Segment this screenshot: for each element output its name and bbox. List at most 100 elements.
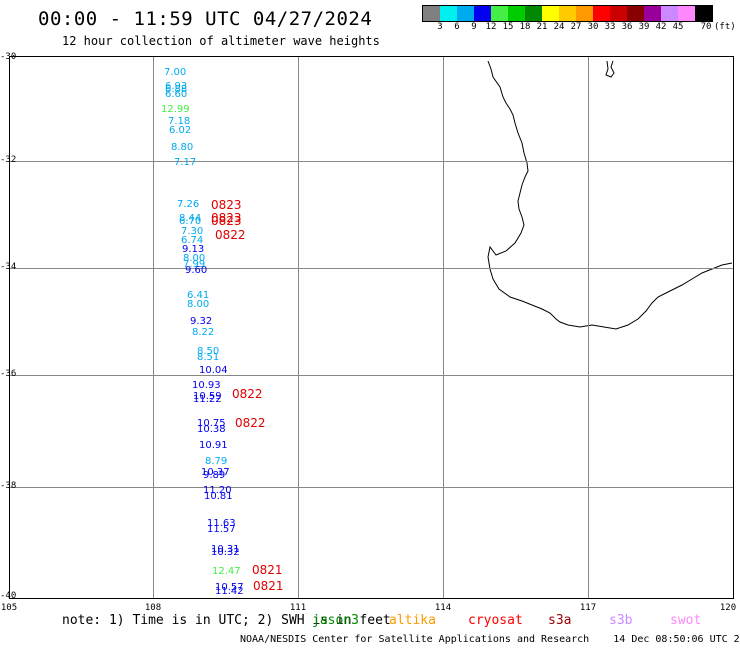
legend-item-jason3: jason3	[312, 613, 359, 628]
scale-swatch	[508, 6, 525, 21]
legend-item-s3b: s3b	[609, 613, 633, 628]
pass-time-label: 0821	[252, 563, 283, 577]
wave-height-value: 10.93	[192, 380, 221, 391]
scale-tick-label: 27	[570, 22, 582, 32]
wave-height-value: 6.60	[165, 89, 188, 100]
pass-time-label: 0823	[211, 214, 242, 228]
parallel-line	[10, 268, 733, 269]
scale-swatch	[491, 6, 508, 21]
legend-item-swot: swot	[670, 613, 702, 628]
wave-height-value: 9.60	[185, 265, 208, 276]
longitude-label: 105	[0, 603, 18, 613]
wave-height-value: 10.91	[199, 440, 228, 451]
wave-height-value: 8.22	[192, 327, 215, 338]
wave-height-value: 8.00	[183, 253, 206, 264]
legend-item-altika: altika	[389, 613, 436, 628]
longitude-label: 114	[434, 603, 452, 613]
parallel-line	[10, 375, 733, 376]
legend-item-s3a: s3a	[548, 613, 572, 628]
coastline-svg	[487, 60, 733, 330]
scale-swatch	[644, 6, 661, 21]
latitude-label: -40	[0, 591, 17, 601]
wave-height-value: 6.70	[179, 216, 202, 227]
scale-tick-label: 24	[553, 22, 565, 32]
scale-swatch	[423, 6, 440, 21]
wave-height-value: 7.17	[174, 157, 197, 168]
scale-tick-label: 15	[502, 22, 514, 32]
scale-swatch	[695, 6, 712, 21]
legend-item-cryosat: cryosat	[468, 613, 523, 628]
latitude-label: -38	[0, 481, 17, 491]
wave-height-value: 10.81	[204, 491, 233, 502]
credit-line: NOAA/NESDIS Center for Satellite Applica…	[240, 634, 740, 645]
meridian-line	[588, 57, 589, 598]
scale-tick-label: 12	[485, 22, 497, 32]
wave-height-value: 6.41	[187, 290, 210, 301]
wave-height-value: 9.13	[182, 244, 205, 255]
longitude-label: 120	[719, 603, 737, 613]
map-frame: 7.00 6.93 6.88 6.60 12.99 7.18 6.02 8.80 7.17 7.2…	[9, 56, 734, 599]
wave-height-value: 6.74	[181, 235, 204, 246]
wave-height-value: 6.88	[165, 84, 188, 95]
wave-height-value: 9.32	[190, 316, 213, 327]
wave-height-value: 10.32	[211, 547, 240, 558]
wave-height-value: 10.37	[201, 467, 230, 478]
scale-swatch	[678, 6, 695, 21]
wave-height-value: 10.38	[197, 424, 226, 435]
wave-height-value: 10.57	[215, 582, 244, 593]
pass-time-label: 0822	[232, 387, 263, 401]
scale-swatch	[593, 6, 610, 21]
map-title: 00:00 - 11:59 UTC 04/27/2024	[38, 8, 373, 30]
scale-swatch	[661, 6, 678, 21]
wave-height-value: 10.04	[199, 365, 228, 376]
note-text: note: 1) Time is in UTC; 2) SWH is in fe…	[62, 613, 391, 628]
scale-tick-label: 9	[471, 22, 477, 32]
scale-tick-label: 42	[655, 22, 667, 32]
longitude-label: 111	[289, 603, 307, 613]
parallel-line	[10, 487, 733, 488]
wave-height-value: 8.80	[171, 142, 194, 153]
wave-height-value: 7.18	[168, 116, 191, 127]
latitude-label: -32	[0, 155, 17, 165]
color-scale-unit: (ft)	[714, 22, 736, 32]
wave-height-value: 11.63	[207, 518, 236, 529]
scale-tick-label: 39	[638, 22, 650, 32]
meridian-line	[443, 57, 444, 598]
wave-height-value: 8.51	[197, 352, 220, 363]
latitude-label: -30	[0, 52, 17, 62]
meridian-line	[153, 57, 154, 598]
scale-swatch	[559, 6, 576, 21]
scale-swatch	[610, 6, 627, 21]
wave-height-value: 9.89	[203, 470, 226, 481]
parallel-line	[10, 161, 733, 162]
pass-time-label: 0821	[253, 579, 284, 593]
color-scale-bar	[422, 5, 713, 22]
longitude-label: 117	[579, 603, 597, 613]
australia-coastline	[487, 60, 733, 330]
map-subtitle: 12 hour collection of altimeter wave hei…	[62, 34, 380, 48]
scale-tick-label: 30	[587, 22, 599, 32]
meridian-line	[298, 57, 299, 598]
scale-tick-label: 45	[672, 22, 684, 32]
wave-height-value: 7.26	[177, 199, 200, 210]
wave-height-value: 10.59	[193, 391, 222, 402]
scale-tick-label: 36	[621, 22, 633, 32]
wave-height-value: 6.02	[169, 125, 192, 136]
wave-height-value: 7.00	[164, 67, 187, 78]
wave-height-value: 8.50	[197, 346, 220, 357]
pass-time-label: 0823	[211, 211, 242, 225]
wave-height-value: 10.31	[211, 544, 240, 555]
wave-height-value: 12.99	[161, 104, 190, 115]
latitude-label: -34	[0, 262, 17, 272]
scale-tick-label: 70	[700, 22, 712, 32]
wave-height-value: 7.30	[181, 226, 204, 237]
scale-swatch	[457, 6, 474, 21]
scale-swatch	[627, 6, 644, 21]
scale-swatch	[440, 6, 457, 21]
scale-tick-label: 33	[604, 22, 616, 32]
scale-tick-label: 18	[519, 22, 531, 32]
scale-swatch	[525, 6, 542, 21]
wave-height-value: 8.79	[205, 456, 228, 467]
wave-height-value: 6.93	[165, 81, 188, 92]
scale-swatch	[576, 6, 593, 21]
